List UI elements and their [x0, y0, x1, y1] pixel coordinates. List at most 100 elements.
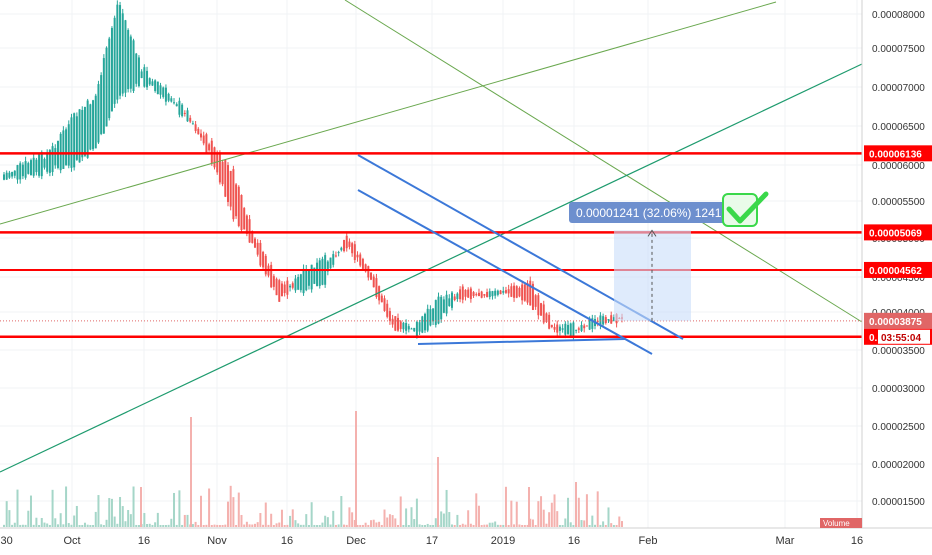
y-tick-label: 0.00006500	[872, 122, 925, 133]
volume-bar	[367, 524, 370, 527]
volume-bar	[5, 501, 8, 527]
candle-body	[510, 286, 513, 297]
candle-body	[356, 254, 359, 258]
candle-body	[229, 170, 232, 207]
candle-body	[399, 321, 402, 329]
candle-body	[480, 291, 483, 298]
volume-bar	[154, 522, 157, 527]
candle-body	[191, 123, 194, 125]
volume-bar	[423, 525, 426, 527]
candle-body	[286, 280, 289, 295]
x-tick-label: 16	[281, 535, 293, 547]
candle-body	[326, 261, 329, 272]
candle-body	[75, 116, 78, 160]
candle-body	[564, 323, 567, 335]
volume-bar	[464, 524, 467, 527]
candle-body	[548, 314, 551, 329]
volume-bar	[550, 502, 553, 527]
volume-bar	[232, 497, 235, 527]
candle-body	[140, 71, 143, 79]
volume-bar	[127, 510, 130, 527]
candle-body	[580, 325, 583, 331]
volume-bar	[440, 511, 443, 527]
volume-bar	[291, 509, 294, 527]
candle-body	[423, 313, 426, 331]
candle-body	[491, 291, 494, 297]
candle-body	[70, 117, 73, 168]
volume-bar	[67, 523, 70, 527]
candle-body	[164, 87, 167, 102]
volume-bar	[523, 524, 526, 527]
candle-body	[62, 130, 65, 169]
candle-body	[413, 327, 416, 332]
candle-body	[534, 295, 537, 307]
candle-body	[364, 264, 367, 272]
volume-bar	[275, 523, 278, 527]
candle-body	[518, 287, 521, 297]
x-tick-label: Nov	[207, 535, 227, 547]
volume-bar	[132, 486, 135, 527]
level-label: 0.00004562	[869, 266, 922, 277]
x-tick-label: 2:30	[0, 535, 13, 547]
x-tick-label: 16	[851, 535, 863, 547]
volume-bar	[526, 524, 529, 527]
candle-body	[567, 324, 570, 334]
candle-body	[38, 154, 41, 176]
volume-bar	[540, 496, 543, 527]
trendline	[344, 0, 863, 323]
candle-body	[278, 280, 281, 302]
volume-bars	[3, 411, 623, 527]
measure-tool[interactable]: 0.00001241 (32.06%) 1241	[569, 202, 737, 321]
volume-bar	[237, 492, 240, 527]
volume-bar	[73, 515, 76, 527]
volume-bar	[137, 525, 140, 527]
volume-bar	[121, 506, 124, 527]
volume-bar	[297, 523, 300, 527]
y-tick-label: 0.00002000	[872, 460, 925, 471]
volume-bar	[208, 488, 211, 527]
volume-bar	[469, 523, 472, 527]
volume-bar	[59, 513, 62, 527]
candle-body	[405, 323, 408, 331]
y-tick-label: 0.00008000	[872, 10, 925, 21]
volume-bar	[599, 524, 602, 527]
candle-body	[73, 113, 76, 168]
volume-bar	[432, 524, 435, 527]
candle-body	[429, 309, 432, 326]
volume-bar	[202, 524, 205, 527]
volume-bar	[135, 524, 138, 527]
volume-bar	[92, 524, 95, 527]
measure-area	[614, 230, 691, 321]
volume-bar	[200, 495, 203, 527]
candle-body	[367, 266, 370, 278]
candle-body	[329, 257, 332, 269]
candle-body	[189, 117, 192, 122]
volume-bar	[459, 524, 462, 527]
candle-body	[19, 163, 22, 180]
check-stroke	[726, 191, 769, 224]
candle-body	[256, 242, 259, 255]
candle-body	[175, 104, 178, 107]
volume-bar	[569, 522, 572, 527]
candle-body	[94, 95, 97, 149]
volume-bar	[591, 515, 594, 527]
candle-body	[496, 290, 499, 295]
volume-bar	[518, 524, 521, 527]
volume-bar	[264, 502, 267, 527]
volume-bar	[283, 524, 286, 527]
candle-body	[208, 144, 211, 151]
candle-body	[259, 242, 262, 266]
volume-bar	[100, 524, 103, 527]
candle-body	[337, 252, 340, 254]
volume-bar	[243, 524, 246, 527]
volume-bar	[575, 482, 577, 527]
volume-bar	[151, 524, 154, 527]
candle-body	[240, 195, 243, 231]
candle-body	[494, 290, 497, 296]
candle-body	[253, 238, 256, 248]
x-tick-label: Dec	[346, 535, 366, 547]
volume-bar	[159, 524, 162, 527]
candle-body	[235, 184, 238, 217]
